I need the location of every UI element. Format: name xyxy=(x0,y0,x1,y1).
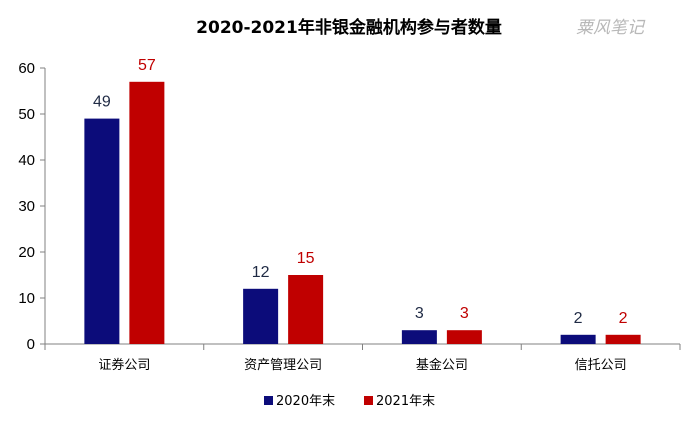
y-tick-label: 10 xyxy=(18,290,35,307)
data-label: 12 xyxy=(252,264,270,281)
data-label: 2 xyxy=(574,310,583,327)
y-tick-label: 20 xyxy=(18,244,35,261)
legend: 2020年末 2021年末 xyxy=(264,394,435,409)
bar xyxy=(129,81,165,345)
x-tick-label: 信托公司 xyxy=(575,358,627,373)
y-tick-label: 30 xyxy=(18,198,35,215)
x-tick-label: 证券公司 xyxy=(98,357,150,373)
legend-swatch xyxy=(264,396,273,405)
legend-label: 2020年末 xyxy=(276,394,335,409)
y-tick-label: 40 xyxy=(18,152,35,169)
x-tick-label: 资产管理公司 xyxy=(244,358,322,373)
bars: 49 57 12 15 3 3 2 2 xyxy=(84,57,641,345)
chart-title: 2020-2021年非银金融机构参与者数量 xyxy=(196,17,502,38)
bar xyxy=(560,334,596,344)
data-label: 49 xyxy=(93,94,111,111)
legend-label: 2021年末 xyxy=(376,394,435,409)
watermark: 粟风笔记 xyxy=(576,18,646,38)
data-label: 15 xyxy=(297,250,315,267)
bar xyxy=(84,118,120,344)
axes: 0 10 20 30 40 50 60 证券公司 资产管理公司 基金公司 信托公司 xyxy=(18,60,681,373)
y-tick-label: 50 xyxy=(18,106,35,123)
bar xyxy=(605,334,641,344)
data-label: 3 xyxy=(415,305,424,322)
y-tick-label: 0 xyxy=(27,336,35,353)
y-tick-label: 60 xyxy=(18,60,35,77)
legend-swatch xyxy=(364,396,373,405)
bar xyxy=(288,275,324,344)
data-label: 57 xyxy=(138,57,156,74)
bar xyxy=(243,288,279,344)
data-label: 2 xyxy=(619,310,628,327)
bar xyxy=(401,330,437,344)
bar xyxy=(446,330,482,344)
data-label: 3 xyxy=(460,305,469,322)
x-tick-label: 基金公司 xyxy=(416,357,468,373)
